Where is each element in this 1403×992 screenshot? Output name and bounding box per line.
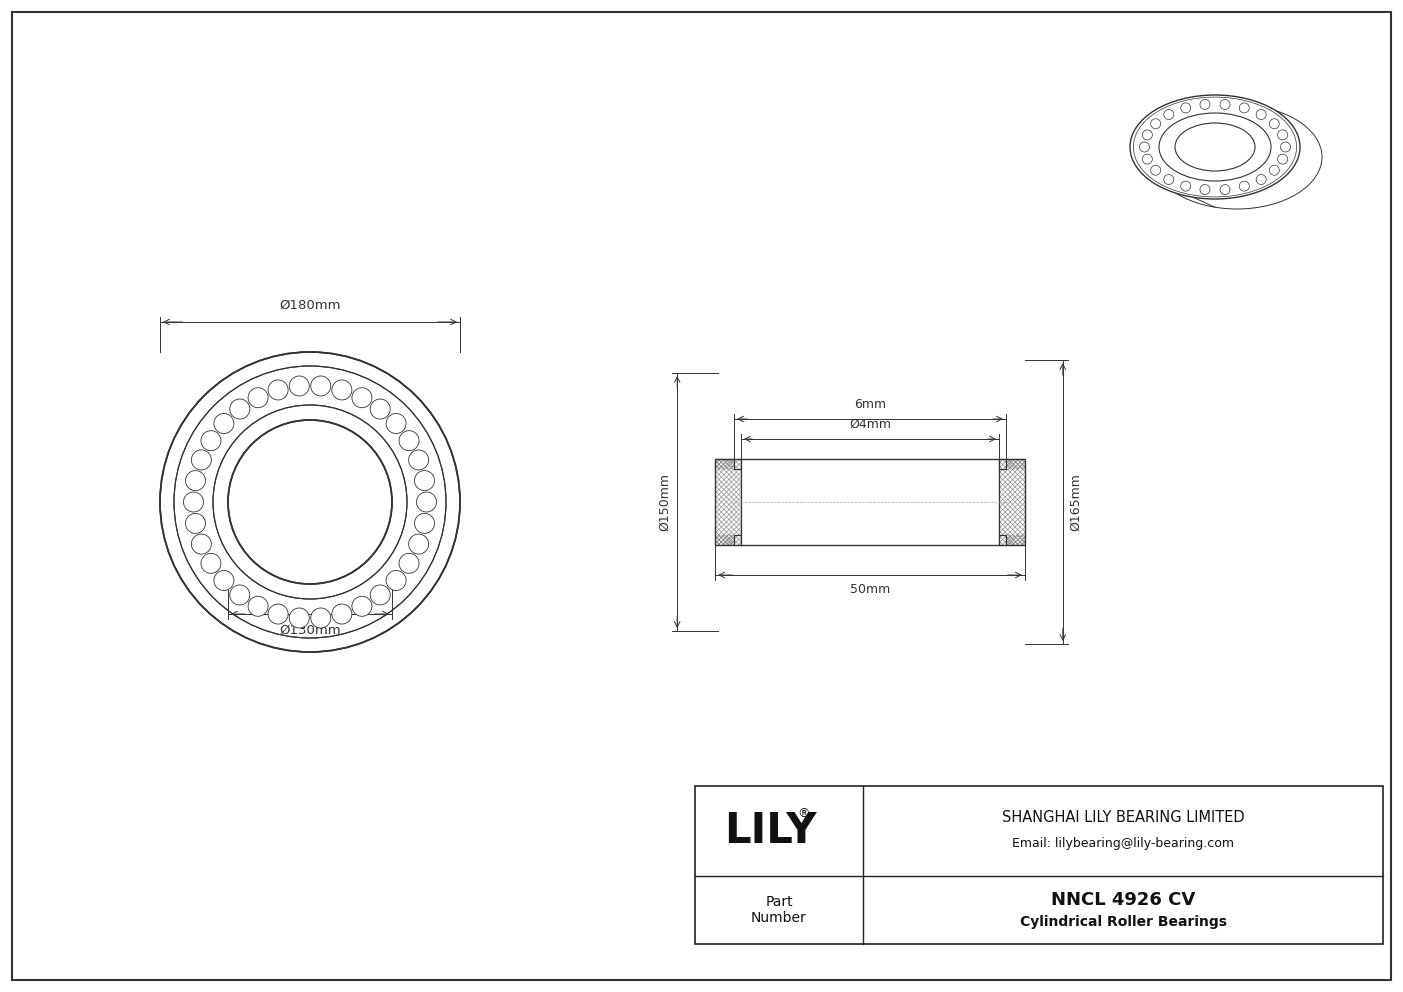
Circle shape	[213, 414, 234, 434]
Text: Part
Number: Part Number	[751, 895, 807, 926]
Circle shape	[1181, 182, 1191, 191]
Circle shape	[185, 470, 205, 491]
Circle shape	[289, 608, 309, 628]
Circle shape	[386, 414, 405, 434]
Circle shape	[1221, 185, 1230, 194]
Circle shape	[1150, 119, 1160, 129]
Ellipse shape	[1159, 113, 1271, 181]
Circle shape	[398, 554, 419, 573]
Text: Email: lilybearing@lily-bearing.com: Email: lilybearing@lily-bearing.com	[1012, 837, 1235, 850]
Circle shape	[408, 534, 429, 555]
Circle shape	[268, 380, 288, 400]
Ellipse shape	[1174, 123, 1256, 171]
Circle shape	[1139, 142, 1149, 152]
Circle shape	[184, 492, 203, 512]
Circle shape	[1150, 166, 1160, 176]
Circle shape	[1281, 142, 1291, 152]
Circle shape	[408, 450, 429, 470]
Circle shape	[1270, 119, 1280, 129]
Circle shape	[386, 570, 405, 590]
Circle shape	[248, 388, 268, 408]
Text: ®: ®	[797, 807, 810, 820]
Text: Ø4mm: Ø4mm	[849, 418, 891, 431]
Circle shape	[201, 431, 220, 450]
Bar	[716, 459, 1024, 545]
Circle shape	[1270, 166, 1280, 176]
Circle shape	[160, 352, 460, 652]
Circle shape	[1164, 175, 1174, 185]
Text: Ø130mm: Ø130mm	[279, 624, 341, 637]
Text: Ø180mm: Ø180mm	[279, 299, 341, 312]
Bar	[694, 786, 1383, 944]
Circle shape	[1278, 130, 1288, 140]
Circle shape	[370, 585, 390, 605]
Circle shape	[191, 450, 212, 470]
Circle shape	[1256, 175, 1266, 185]
Circle shape	[230, 585, 250, 605]
Circle shape	[201, 554, 220, 573]
Circle shape	[1200, 99, 1209, 109]
Circle shape	[268, 604, 288, 624]
Circle shape	[1256, 109, 1266, 119]
Circle shape	[352, 388, 372, 408]
Ellipse shape	[1152, 105, 1322, 209]
Circle shape	[333, 604, 352, 624]
Circle shape	[1278, 154, 1288, 164]
Text: 50mm: 50mm	[850, 583, 890, 596]
Circle shape	[229, 420, 391, 584]
Circle shape	[417, 492, 436, 512]
Ellipse shape	[1134, 97, 1296, 197]
Circle shape	[1142, 130, 1152, 140]
Circle shape	[310, 608, 331, 628]
Circle shape	[1142, 154, 1152, 164]
Text: Ø150mm: Ø150mm	[658, 473, 671, 531]
Circle shape	[414, 514, 435, 534]
Circle shape	[333, 380, 352, 400]
Circle shape	[289, 376, 309, 396]
Text: Cylindrical Roller Bearings: Cylindrical Roller Bearings	[1020, 915, 1226, 929]
Circle shape	[191, 534, 212, 555]
Circle shape	[398, 431, 419, 450]
Circle shape	[414, 470, 435, 491]
Ellipse shape	[1197, 133, 1277, 181]
Circle shape	[1221, 99, 1230, 109]
Circle shape	[1200, 185, 1209, 194]
Circle shape	[1239, 103, 1249, 113]
Text: SHANGHAI LILY BEARING LIMITED: SHANGHAI LILY BEARING LIMITED	[1002, 810, 1244, 825]
Text: 6mm: 6mm	[854, 398, 887, 411]
Circle shape	[185, 514, 205, 534]
Circle shape	[174, 366, 446, 638]
Circle shape	[213, 570, 234, 590]
Text: LILY: LILY	[724, 810, 817, 852]
Bar	[716, 459, 1024, 545]
Circle shape	[310, 376, 331, 396]
Circle shape	[1181, 103, 1191, 113]
Circle shape	[352, 596, 372, 616]
Ellipse shape	[1129, 95, 1301, 199]
Circle shape	[248, 596, 268, 616]
Circle shape	[230, 399, 250, 419]
Circle shape	[1239, 182, 1249, 191]
Ellipse shape	[1181, 123, 1294, 191]
Circle shape	[1164, 109, 1174, 119]
Text: Ø165mm: Ø165mm	[1069, 473, 1082, 531]
Text: NNCL 4926 CV: NNCL 4926 CV	[1051, 891, 1195, 909]
Circle shape	[370, 399, 390, 419]
